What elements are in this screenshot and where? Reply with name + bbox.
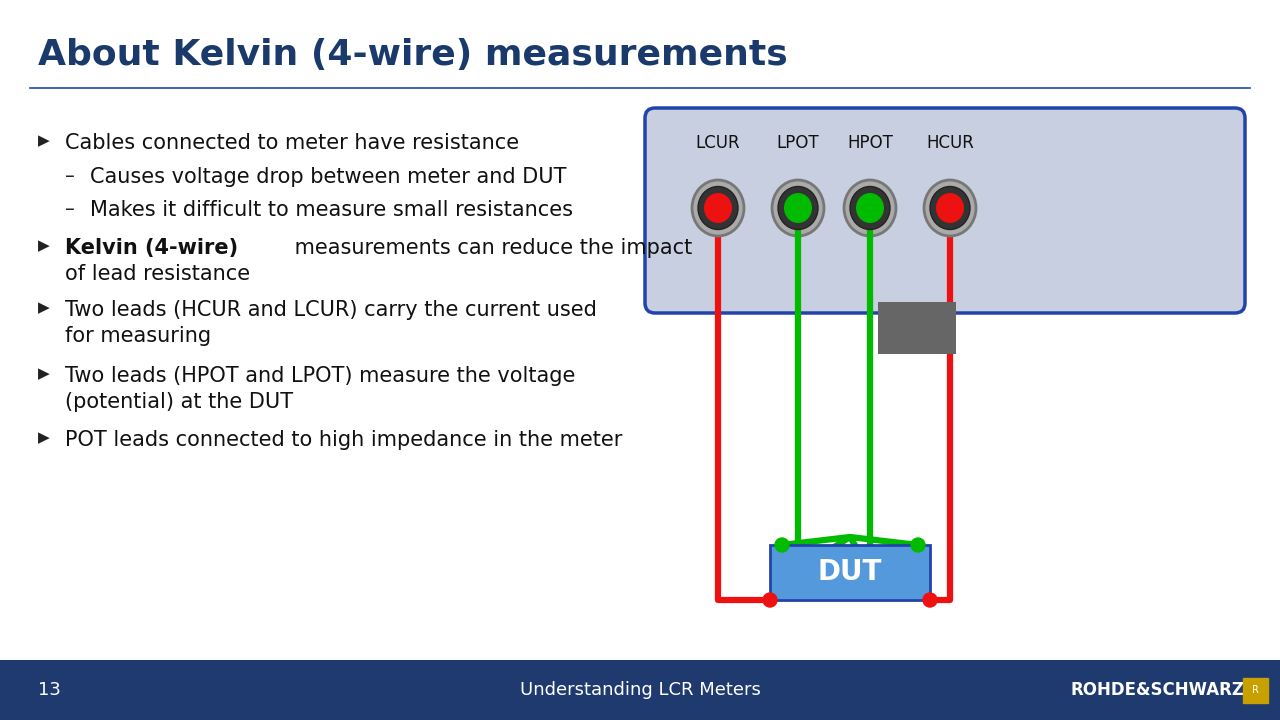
Text: LCUR: LCUR xyxy=(696,134,740,152)
Circle shape xyxy=(911,538,925,552)
Circle shape xyxy=(763,593,777,607)
Ellipse shape xyxy=(931,186,970,230)
Text: –: – xyxy=(65,167,74,186)
Text: ▶: ▶ xyxy=(38,300,50,315)
Text: of lead resistance: of lead resistance xyxy=(65,264,250,284)
Ellipse shape xyxy=(850,186,890,230)
Text: Cables connected to meter have resistance: Cables connected to meter have resistanc… xyxy=(65,133,520,153)
Text: Two leads (HPOT and LPOT) measure the voltage: Two leads (HPOT and LPOT) measure the vo… xyxy=(65,366,576,386)
Text: POT leads connected to high impedance in the meter: POT leads connected to high impedance in… xyxy=(65,430,622,450)
FancyBboxPatch shape xyxy=(645,108,1245,313)
Text: ROHDE&SCHWARZ: ROHDE&SCHWARZ xyxy=(1071,681,1245,699)
Text: ▶: ▶ xyxy=(38,430,50,445)
Ellipse shape xyxy=(783,193,812,223)
Text: HPOT: HPOT xyxy=(847,134,893,152)
Ellipse shape xyxy=(772,180,824,236)
Text: Kelvin (4-wire): Kelvin (4-wire) xyxy=(65,238,238,258)
Text: About Kelvin (4-wire) measurements: About Kelvin (4-wire) measurements xyxy=(38,38,787,72)
Bar xyxy=(878,302,956,354)
Circle shape xyxy=(923,593,937,607)
Text: 13: 13 xyxy=(38,681,61,699)
Text: Understanding LCR Meters: Understanding LCR Meters xyxy=(520,681,760,699)
Circle shape xyxy=(774,538,788,552)
Text: for measuring: for measuring xyxy=(65,326,211,346)
Ellipse shape xyxy=(778,186,818,230)
Ellipse shape xyxy=(844,180,896,236)
Bar xyxy=(771,545,931,600)
Text: ▶: ▶ xyxy=(38,238,50,253)
Text: DUT: DUT xyxy=(818,559,882,587)
Text: Causes voltage drop between meter and DUT: Causes voltage drop between meter and DU… xyxy=(90,167,567,187)
Text: Two leads (HCUR and LCUR) carry the current used: Two leads (HCUR and LCUR) carry the curr… xyxy=(65,300,596,320)
Text: LPOT: LPOT xyxy=(777,134,819,152)
Ellipse shape xyxy=(704,193,732,223)
Ellipse shape xyxy=(936,193,964,223)
Bar xyxy=(0,660,1280,720)
Text: (potential) at the DUT: (potential) at the DUT xyxy=(65,392,293,412)
Text: measurements can reduce the impact: measurements can reduce the impact xyxy=(288,238,692,258)
Ellipse shape xyxy=(924,180,977,236)
Text: –: – xyxy=(65,200,74,219)
Text: HCUR: HCUR xyxy=(925,134,974,152)
Text: R: R xyxy=(1252,685,1258,695)
Ellipse shape xyxy=(692,180,744,236)
Text: ▶: ▶ xyxy=(38,366,50,381)
Text: Makes it difficult to measure small resistances: Makes it difficult to measure small resi… xyxy=(90,200,573,220)
Ellipse shape xyxy=(698,186,739,230)
Text: ▶: ▶ xyxy=(38,133,50,148)
Ellipse shape xyxy=(856,193,884,223)
